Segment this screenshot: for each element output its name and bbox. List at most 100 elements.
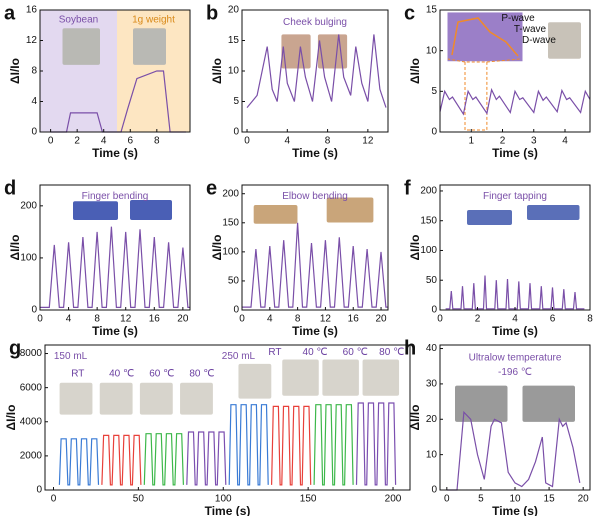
y-tick-label: 15	[228, 35, 240, 46]
photo	[455, 385, 508, 422]
x-tick-label: 4	[285, 136, 291, 147]
y-tick-label: 20	[228, 5, 240, 16]
panel-letter: b	[206, 2, 218, 24]
data-line	[242, 222, 388, 308]
inset-wave	[451, 17, 519, 57]
x-tick-label: 2	[475, 314, 481, 325]
x-tick-label: 150	[300, 494, 317, 505]
photo	[180, 382, 213, 415]
photo	[130, 200, 172, 220]
zoom-box	[447, 58, 521, 131]
inset	[447, 12, 523, 62]
photo	[139, 382, 173, 415]
y-axis-label: ΔI/Io	[210, 58, 224, 84]
y-tick-label: 8000	[20, 348, 43, 359]
x-tick-label: 15	[544, 494, 556, 505]
y-tick-label: 5	[431, 86, 437, 97]
x-axis-label: Time (s)	[492, 504, 538, 516]
y-tick-label: 0	[233, 305, 239, 316]
axes-frame	[241, 9, 389, 133]
annotation: 60 ℃	[343, 347, 368, 358]
data-line	[228, 404, 269, 486]
photo	[73, 201, 118, 220]
y-tick-label: 0	[431, 485, 437, 496]
photo	[253, 205, 298, 224]
photo	[281, 34, 311, 69]
panel-letter: e	[206, 177, 217, 199]
axes-frame	[439, 9, 591, 133]
annotation: T-wave	[514, 24, 547, 35]
y-tick-label: 8	[31, 66, 37, 77]
x-tick-label: 1	[468, 136, 474, 147]
axes-frame	[39, 184, 191, 311]
y-tick-label: 150	[420, 215, 437, 226]
panel: Finger tapping 0 2 4 6 8 0 50 100 150 200 Time (s) Δ…	[404, 177, 593, 338]
y-tick-label: 30	[426, 379, 438, 390]
x-tick-label: 8	[295, 314, 301, 325]
axes-frame	[44, 344, 411, 491]
annotation: RT	[268, 347, 281, 358]
y-tick-label: 0	[431, 127, 437, 138]
photo	[99, 382, 133, 415]
x-tick-label: 12	[320, 314, 332, 325]
y-axis-label: ΔI/Io	[4, 405, 18, 431]
panel-letter: g	[9, 337, 21, 359]
x-tick-label: 100	[215, 494, 232, 505]
y-tick-label: 0	[31, 127, 37, 138]
y-tick-label: 10	[426, 45, 438, 56]
data-line	[313, 404, 354, 486]
y-tick-label: 15	[426, 5, 438, 16]
y-tick-label: 0	[431, 305, 437, 316]
annotation: Finger tapping	[483, 191, 547, 202]
x-tick-label: 4	[66, 314, 72, 325]
data-line	[186, 431, 227, 486]
photo	[467, 210, 512, 225]
panel-letter: h	[404, 337, 416, 359]
panel-letter: d	[4, 177, 16, 199]
y-tick-label: 4000	[20, 416, 43, 427]
annotation: RT	[71, 369, 84, 380]
y-tick-label: 100	[420, 245, 437, 256]
photo	[282, 359, 319, 396]
x-tick-label: 0	[444, 494, 450, 505]
x-tick-label: 0	[437, 314, 443, 325]
photo	[527, 205, 580, 220]
y-axis-label: ΔI/Io	[408, 235, 422, 261]
x-tick-label: 8	[94, 314, 100, 325]
x-axis-label: Time (s)	[492, 324, 538, 338]
x-tick-label: 4	[267, 314, 273, 325]
panel: 150 mL RT 40 ℃ 60 ℃ 80 ℃ 250 mL RT 40 ℃ 60 ℃ 80 ℃…	[4, 337, 411, 516]
y-tick-label: 100	[20, 253, 37, 264]
x-tick-label: 3	[531, 136, 537, 147]
y-axis-label: ΔI/Io	[8, 58, 22, 84]
y-tick-label: 200	[222, 188, 239, 199]
annotation: P-wave	[501, 13, 535, 24]
y-axis-label: ΔI/Io	[408, 58, 422, 84]
x-tick-label: 20	[375, 314, 387, 325]
y-tick-label: 20	[426, 414, 438, 425]
x-tick-label: 20	[578, 494, 590, 505]
data-line	[355, 402, 397, 486]
axes-frame	[241, 184, 389, 311]
panel-letter: a	[4, 2, 16, 24]
data-line	[446, 410, 581, 491]
data-line	[50, 70, 186, 133]
x-tick-label: 5	[478, 494, 484, 505]
x-axis-label: Time (s)	[92, 146, 138, 160]
x-axis-label: Time (s)	[292, 324, 338, 338]
annotation: Ultralow temperature	[469, 353, 562, 364]
y-tick-label: 200	[420, 186, 437, 197]
annotation: 40 ℃	[109, 369, 134, 380]
x-tick-label: 0	[244, 136, 250, 147]
x-tick-label: 6	[550, 314, 556, 325]
y-axis-label: ΔI/Io	[408, 405, 422, 431]
x-tick-label: 8	[154, 136, 160, 147]
x-tick-label: 8	[587, 314, 593, 325]
photo	[522, 385, 575, 422]
y-tick-label: 200	[20, 200, 37, 211]
y-tick-label: 10	[426, 449, 438, 460]
panel: Cheek bulging 0 4 8 12 0 5 10 15 20 Time (s) ΔI/Io b	[206, 2, 389, 160]
